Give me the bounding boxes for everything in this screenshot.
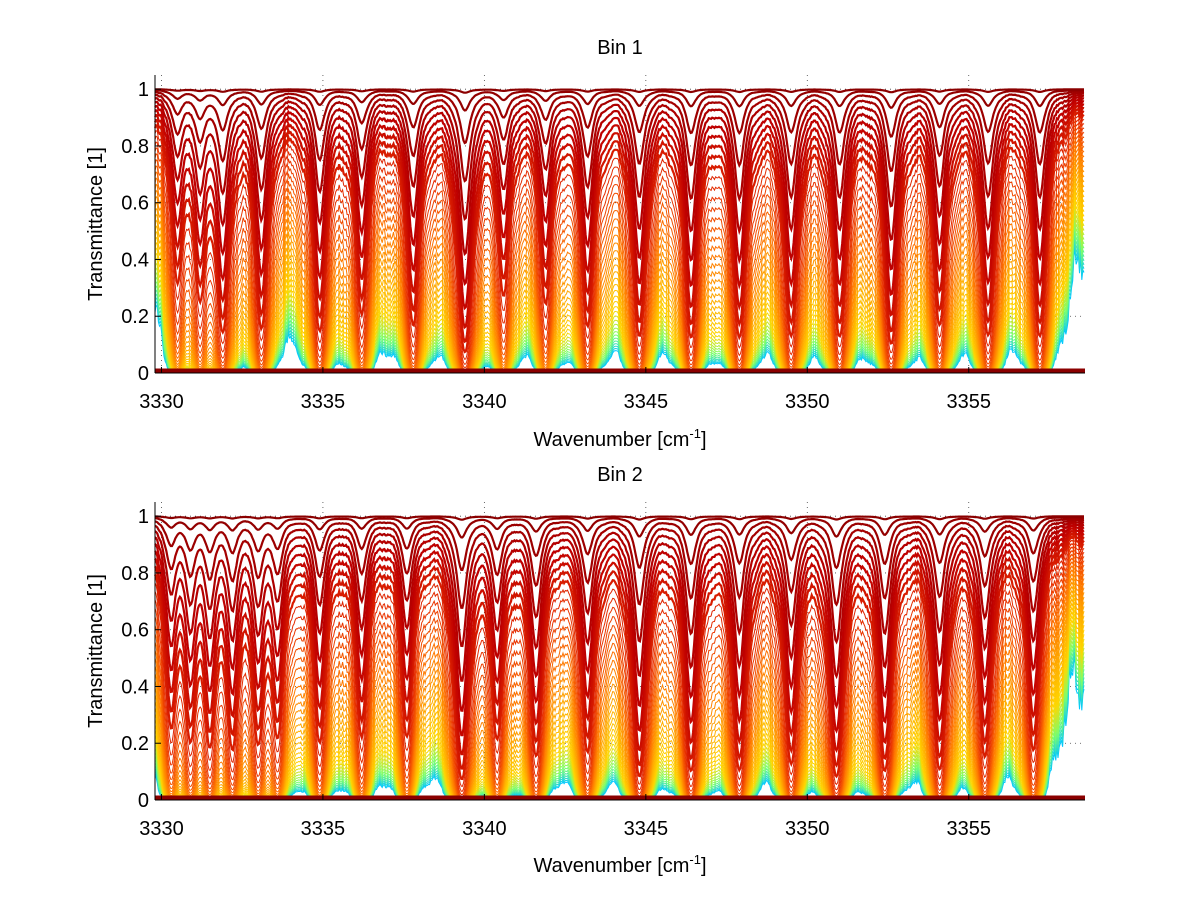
transmittance-curve (154, 580, 1085, 801)
y-tick-label: 0 (138, 790, 149, 812)
tick-labels: 3330 3335 3340 3345 3350 3355 0 0.2 0.4 0.6 0.8 1 (121, 506, 991, 840)
transmittance-curve (154, 119, 1085, 369)
axes (154, 75, 1085, 374)
x-axis-label-suffix: ] (701, 855, 707, 877)
x-tick-label: 3340 (462, 391, 507, 413)
transmittance-curve (154, 123, 1085, 371)
transmittance-curve (154, 536, 1085, 787)
panel-bin-1: Bin 1 3330 3335 3340 3345 3350 3355 0 0.2 0.4 0.6… (85, 37, 1085, 451)
transmittance-curve (154, 112, 1085, 360)
x-tick-label: 3345 (624, 818, 669, 840)
chart-title: Bin 1 (597, 37, 643, 59)
transmittance-curve (154, 527, 1085, 756)
y-tick-label: 0.2 (121, 733, 149, 755)
transmittance-curve (154, 549, 1085, 799)
x-tick-label: 3330 (139, 391, 184, 413)
transmittance-curve (154, 519, 1085, 648)
transmittance-curve (154, 573, 1085, 801)
transmittance-curve (154, 97, 1085, 287)
transmittance-curve (154, 590, 1085, 801)
y-tick-label: 1 (138, 506, 149, 528)
axes (154, 502, 1085, 801)
transmittance-curves (153, 88, 1085, 374)
transmittance-curve (154, 89, 1084, 145)
transmittance-curve (153, 108, 1085, 354)
y-tick-label: 0.6 (121, 193, 149, 215)
y-tick-label: 0.8 (121, 136, 149, 158)
x-tick-label: 3345 (624, 391, 669, 413)
x-tick-label: 3330 (139, 818, 184, 840)
transmittance-curve (154, 105, 1085, 344)
transmittance-curve (154, 569, 1085, 801)
transmittance-curve (154, 140, 1085, 374)
transmittance-curve (154, 516, 1085, 572)
x-tick-label: 3350 (785, 818, 830, 840)
x-tick-label: 3340 (462, 818, 507, 840)
transmittance-curve (154, 95, 1085, 257)
transmittance-curve (154, 515, 1084, 539)
transmittance-curves (154, 515, 1085, 801)
transmittance-curve (154, 552, 1085, 800)
transmittance-curve (154, 584, 1085, 801)
transmittance-curve (154, 116, 1085, 365)
transmittance-curve (154, 577, 1085, 801)
x-axis-label-superscript: -1 (689, 852, 701, 867)
transmittance-curve (154, 144, 1085, 374)
x-axis-label-superscript: -1 (689, 426, 701, 441)
transmittance-curve (154, 99, 1085, 311)
transmittance-curve (154, 539, 1085, 792)
transmittance-curve (154, 555, 1085, 800)
transmittance-curve (154, 157, 1085, 374)
transmittance-curve (154, 93, 1085, 222)
y-tick-label: 0.6 (121, 620, 149, 642)
x-axis-label: Wavenumber [cm-1] (533, 426, 706, 451)
transmittance-curve (154, 148, 1085, 374)
y-tick-label: 0 (138, 363, 149, 385)
y-tick-label: 0.2 (121, 306, 149, 328)
y-tick-label: 0.8 (121, 563, 149, 585)
y-tick-label: 0.4 (121, 676, 149, 698)
panel-bin-2: Bin 2 3330 3335 3340 3345 3350 3355 0 0.2 0.4 0.6… (85, 464, 1085, 877)
transmittance-curve (154, 130, 1085, 373)
x-tick-label: 3355 (947, 391, 992, 413)
transmittance-curve (154, 517, 1085, 609)
transmittance-curve (154, 529, 1085, 770)
transmittance-curve (155, 88, 1084, 94)
transmittance-curve (154, 525, 1085, 737)
transmittance-curve (154, 153, 1085, 374)
transmittance-curve (154, 562, 1085, 801)
x-axis-label: Wavenumber [cm-1] (533, 852, 706, 877)
transmittance-curve (154, 102, 1085, 330)
y-axis-label: Transmittance [1] (85, 574, 107, 728)
transmittance-curve (154, 126, 1085, 372)
y-tick-label: 0.4 (121, 249, 149, 271)
x-axis-label-suffix: ] (701, 429, 707, 451)
transmittance-curve (154, 566, 1085, 801)
y-axis-label: Transmittance [1] (85, 147, 107, 301)
transmittance-curve (154, 165, 1085, 374)
transmittance-curve (155, 515, 1084, 521)
transmittance-curve (154, 170, 1085, 374)
chart-title: Bin 2 (597, 464, 643, 486)
x-tick-label: 3335 (301, 391, 346, 413)
transmittance-curve (154, 161, 1085, 374)
transmittance-curve (154, 558, 1085, 801)
transmittance-curve (154, 521, 1085, 682)
transmittance-curve (154, 532, 1085, 781)
y-tick-label: 1 (138, 79, 149, 101)
x-tick-label: 3350 (785, 391, 830, 413)
transmittance-curve (154, 88, 1084, 112)
transmittance-curve (154, 545, 1085, 798)
transmittance-curve (154, 136, 1085, 373)
transmittance-curve (154, 91, 1085, 183)
x-tick-label: 3335 (301, 818, 346, 840)
x-tick-label: 3355 (947, 818, 992, 840)
transmittance-curve (154, 542, 1085, 795)
transmittance-curve (154, 523, 1085, 712)
tick-labels: 3330 3335 3340 3345 3350 3355 0 0.2 0.4 0.6 0.8 1 (121, 79, 991, 413)
